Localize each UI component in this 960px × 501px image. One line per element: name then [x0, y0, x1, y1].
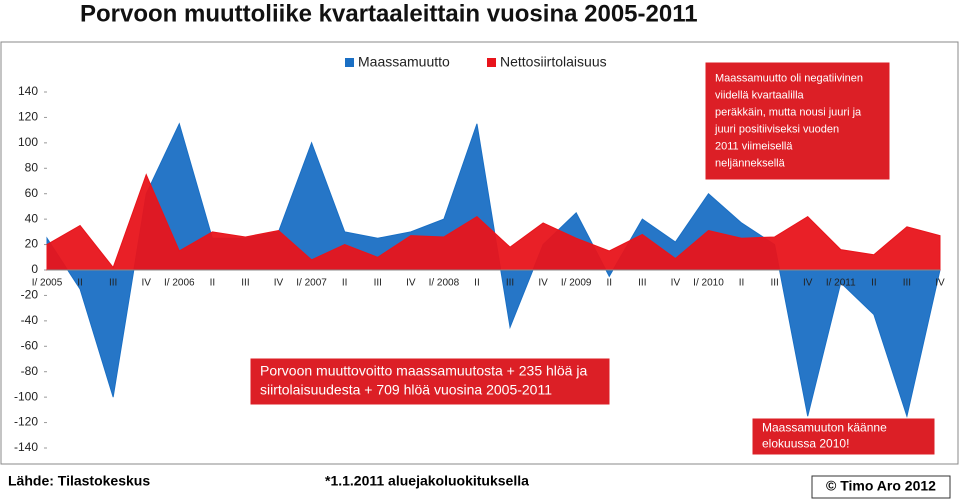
annotation-text: peräkkäin, mutta nousi juuri ja — [715, 106, 862, 118]
y-tick-label: 60 — [25, 186, 39, 200]
x-tick-label: I/ 2008 — [429, 278, 460, 289]
annotation-box — [704, 61, 891, 181]
y-tick-label: 80 — [25, 160, 39, 174]
x-tick-label: IV — [935, 278, 945, 289]
y-tick-label: 20 — [25, 237, 39, 251]
annotation-text: viidellä kvartaalilla — [715, 89, 805, 101]
annotation-text: Porvoon muuttovoitto maassamuutosta + 23… — [260, 363, 587, 379]
chart-title: Porvoon muuttoliike kvartaaleittain vuos… — [80, 0, 698, 27]
annotation-text: 2011 viimeisellä — [715, 140, 793, 152]
x-tick-label: I/ 2010 — [693, 278, 724, 289]
y-tick-label: 40 — [25, 211, 39, 225]
x-tick-label: I/ 2007 — [296, 278, 327, 289]
x-tick-label: III — [638, 278, 646, 289]
x-tick-label: I/ 2005 — [32, 278, 63, 289]
annotation-text: Maassamuutto oli negatiivinen — [715, 72, 863, 84]
x-tick-label: II — [606, 278, 612, 289]
y-tick-label: -140 — [14, 440, 38, 454]
y-tick-label: -20 — [21, 288, 39, 302]
y-tick-label: -80 — [21, 364, 39, 378]
annotation-text: neljänneksellä — [715, 157, 786, 169]
legend-swatch — [345, 58, 354, 67]
x-tick-label: II — [77, 278, 83, 289]
x-tick-label: III — [109, 278, 117, 289]
x-tick-label: IV — [141, 278, 151, 289]
area — [46, 173, 941, 271]
x-tick-label: IV — [406, 278, 416, 289]
y-tick-label: -40 — [21, 313, 39, 327]
x-tick-label: II — [739, 278, 745, 289]
annotation-text: siirtolaisuudesta + 709 hlöä vuosina 200… — [260, 382, 552, 398]
x-tick-label: III — [770, 278, 778, 289]
annotation-text: elokuussa 2010! — [762, 437, 849, 451]
x-tick-label: III — [374, 278, 382, 289]
x-tick-label: III — [506, 278, 514, 289]
y-tick-label: -100 — [14, 389, 38, 403]
credit-box — [811, 475, 951, 499]
y-tick-label: 120 — [18, 110, 38, 124]
annotation-box — [751, 417, 936, 456]
x-tick-label: II — [474, 278, 480, 289]
annotation-box — [249, 357, 611, 406]
x-tick-label: IV — [803, 278, 813, 289]
x-tick-label: IV — [538, 278, 548, 289]
y-tick-label: -60 — [21, 338, 39, 352]
credit: © Timo Aro 2012 — [826, 478, 936, 494]
x-tick-label: II — [871, 278, 877, 289]
x-tick-label: IV — [274, 278, 284, 289]
y-tick-label: 140 — [18, 84, 38, 98]
y-tick-label: -120 — [14, 415, 38, 429]
y-tick-label: 0 — [31, 262, 38, 276]
x-tick-label: III — [241, 278, 249, 289]
x-tick-label: II — [342, 278, 348, 289]
legend-swatch — [487, 58, 496, 67]
y-tick-label: 100 — [18, 135, 38, 149]
x-tick-label: IV — [671, 278, 681, 289]
x-tick-label: I/ 2009 — [561, 278, 592, 289]
x-tick-label: II — [210, 278, 216, 289]
x-tick-label: III — [903, 278, 911, 289]
footnote: *1.1.2011 aluejakoluokituksella — [325, 473, 529, 489]
legend-label: Maassamuutto — [358, 54, 450, 70]
annotation-text: Maassamuuton käänne — [762, 421, 887, 435]
legend-label: Nettosiirtolaisuus — [500, 54, 607, 70]
x-tick-label: I/ 2006 — [164, 278, 195, 289]
source: Lähde: Tilastokeskus — [8, 473, 150, 489]
annotation-text: juuri positiiviseksi vuoden — [714, 123, 839, 135]
x-tick-label: I/ 2011 — [826, 278, 856, 289]
